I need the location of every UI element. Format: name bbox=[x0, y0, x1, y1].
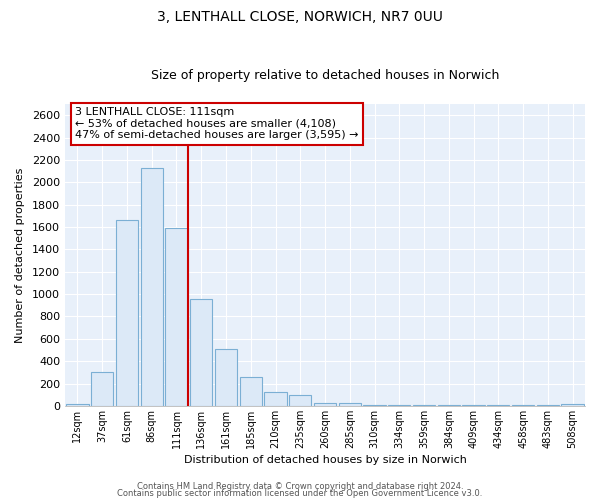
Title: Size of property relative to detached houses in Norwich: Size of property relative to detached ho… bbox=[151, 69, 499, 82]
Bar bbox=[289, 396, 311, 406]
Bar bbox=[116, 220, 138, 406]
Bar bbox=[91, 372, 113, 406]
Bar bbox=[215, 349, 237, 406]
Bar bbox=[66, 404, 89, 406]
Text: Contains public sector information licensed under the Open Government Licence v3: Contains public sector information licen… bbox=[118, 490, 482, 498]
Bar bbox=[314, 402, 336, 406]
Text: 3 LENTHALL CLOSE: 111sqm
← 53% of detached houses are smaller (4,108)
47% of sem: 3 LENTHALL CLOSE: 111sqm ← 53% of detach… bbox=[76, 107, 359, 140]
Bar bbox=[190, 298, 212, 406]
X-axis label: Distribution of detached houses by size in Norwich: Distribution of detached houses by size … bbox=[184, 455, 466, 465]
Bar bbox=[265, 392, 287, 406]
Bar bbox=[239, 378, 262, 406]
Bar bbox=[140, 168, 163, 406]
Bar bbox=[166, 228, 188, 406]
Text: 3, LENTHALL CLOSE, NORWICH, NR7 0UU: 3, LENTHALL CLOSE, NORWICH, NR7 0UU bbox=[157, 10, 443, 24]
Text: Contains HM Land Registry data © Crown copyright and database right 2024.: Contains HM Land Registry data © Crown c… bbox=[137, 482, 463, 491]
Bar bbox=[338, 402, 361, 406]
Bar bbox=[562, 404, 584, 406]
Y-axis label: Number of detached properties: Number of detached properties bbox=[15, 168, 25, 342]
